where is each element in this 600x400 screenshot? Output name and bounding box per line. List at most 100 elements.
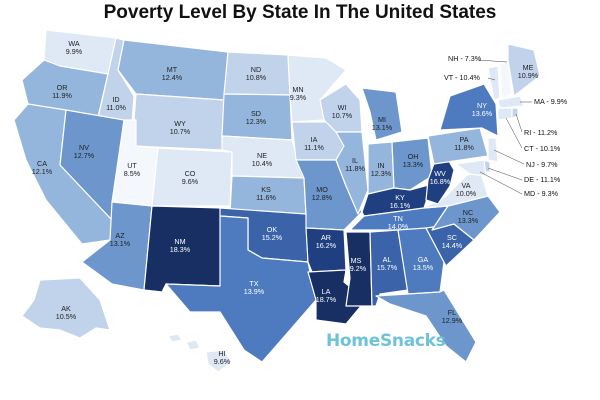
- state-label-la: LA: [322, 287, 331, 296]
- state-value-oh: 13.3%: [403, 160, 424, 169]
- callout-ri: RI - 11.2%: [524, 128, 558, 137]
- state-label-co: CO: [185, 169, 196, 178]
- state-RI: [511, 107, 519, 119]
- state-value-ks: 11.6%: [256, 193, 276, 202]
- state-label-in: IN: [377, 161, 384, 170]
- state-TX: [165, 215, 317, 363]
- state-label-mn: MN: [292, 85, 303, 94]
- state-value-ky: 16.1%: [390, 201, 411, 210]
- callout-nj: NJ - 9.7%: [526, 160, 558, 169]
- state-label-wv: WV: [434, 169, 446, 178]
- state-AK: [21, 277, 111, 339]
- state-value-nd: 10.8%: [246, 73, 267, 82]
- state-label-ar: AR: [321, 233, 331, 242]
- state-label-mi: MI: [378, 115, 386, 124]
- callout-ma: MA - 9.9%: [534, 97, 568, 106]
- state-value-mt: 12.4%: [162, 73, 183, 82]
- callout-value-ma: 9.9%: [551, 97, 568, 106]
- callout-vt: VT - 10.4%: [444, 73, 480, 82]
- state-value-me: 10.9%: [518, 71, 539, 80]
- state-MD: [455, 159, 487, 177]
- callout-code-ri: RI -: [524, 128, 538, 137]
- state-value-az: 13.1%: [110, 239, 131, 248]
- state-label-ut: UT: [127, 161, 137, 170]
- state-value-il: 11.8%: [345, 164, 365, 173]
- state-value-ut: 8.5%: [124, 169, 141, 178]
- state-label-hi: HI: [218, 349, 225, 358]
- state-value-nc: 13.3%: [458, 216, 479, 225]
- state-NJ: [487, 137, 499, 163]
- state-value-mo: 12.8%: [312, 193, 333, 202]
- state-label-me: ME: [523, 63, 534, 72]
- callout-nh: NH - 7.3%: [448, 54, 482, 63]
- state-label-sc: SC: [447, 233, 457, 242]
- state-value-pa: 11.8%: [454, 143, 474, 152]
- callout-value-vt: 10.4%: [459, 73, 480, 82]
- callout-code-de: DE -: [524, 175, 540, 184]
- state-value-va: 10.0%: [456, 189, 477, 198]
- state-value-nm: 18.3%: [170, 245, 191, 254]
- state-NE-small: [487, 65, 501, 101]
- state-label-oh: OH: [408, 152, 419, 161]
- state-label-or: OR: [57, 83, 68, 92]
- callout-value-de: 11.1%: [540, 175, 560, 184]
- state-label-ga: GA: [418, 255, 429, 264]
- state-MA: [497, 95, 525, 109]
- state-label-ca: CA: [37, 159, 47, 168]
- state-label-wy: WY: [174, 119, 186, 128]
- callout-value-nj: 9.7%: [541, 160, 558, 169]
- callout-code-vt: VT -: [444, 73, 459, 82]
- state-HI: [167, 333, 233, 373]
- state-label-id: ID: [112, 95, 119, 104]
- state-CT: [497, 107, 513, 121]
- state-GA: [397, 227, 445, 295]
- state-label-sd: SD: [251, 109, 261, 118]
- state-label-nv: NV: [79, 143, 89, 152]
- brand-logo: HomeSnacks: [326, 331, 446, 351]
- state-value-ok: 15.2%: [262, 233, 283, 242]
- state-value-la: 18.7%: [316, 295, 337, 304]
- state-label-ky: KY: [395, 193, 405, 202]
- state-label-wi: WI: [338, 103, 347, 112]
- state-label-ms: MS: [351, 256, 362, 265]
- state-label-nm: NM: [174, 237, 185, 246]
- callout-value-ri: 11.2%: [538, 128, 558, 137]
- state-label-ny: NY: [477, 101, 487, 110]
- callout-code-ma: MA -: [534, 97, 551, 106]
- state-LA: [307, 269, 367, 325]
- state-value-sd: 12.3%: [246, 117, 267, 126]
- state-value-ms: 19.2%: [346, 264, 367, 273]
- state-value-in: 12.3%: [371, 169, 392, 178]
- state-value-hi: 9.6%: [214, 357, 231, 366]
- state-label-al: AL: [383, 255, 392, 264]
- callout-ct: CT - 10.1%: [524, 144, 561, 153]
- state-value-ga: 13.5%: [413, 263, 434, 272]
- state-label-ia: IA: [311, 135, 318, 144]
- state-label-tn: TN: [393, 214, 403, 223]
- state-label-mt: MT: [167, 65, 178, 74]
- state-label-mo: MO: [316, 185, 328, 194]
- callout-code-md: MD -: [524, 189, 542, 198]
- state-value-wi: 10.7%: [332, 111, 353, 120]
- state-MS: [345, 231, 373, 307]
- state-value-tx: 13.9%: [244, 287, 265, 296]
- state-value-al: 15.7%: [377, 263, 398, 272]
- callout-md: MD - 9.3%: [524, 189, 559, 198]
- callout-code-ct: CT -: [524, 144, 540, 153]
- state-label-il: IL: [352, 156, 358, 165]
- state-value-ak: 10.5%: [56, 312, 77, 321]
- state-value-or: 11.9%: [52, 91, 72, 100]
- state-label-ok: OK: [267, 225, 278, 234]
- state-FL: [375, 289, 477, 363]
- state-value-wy: 10.7%: [170, 127, 191, 136]
- callout-de: DE - 11.1%: [524, 175, 561, 184]
- state-value-wv: 16.8%: [430, 177, 451, 186]
- state-label-va: VA: [461, 181, 470, 190]
- state-value-mn: 9.3%: [290, 93, 307, 102]
- state-label-ak: AK: [61, 304, 71, 313]
- state-IL: [335, 131, 369, 215]
- state-label-tx: TX: [249, 279, 258, 288]
- state-OH: [391, 137, 433, 191]
- state-NY: [439, 83, 499, 137]
